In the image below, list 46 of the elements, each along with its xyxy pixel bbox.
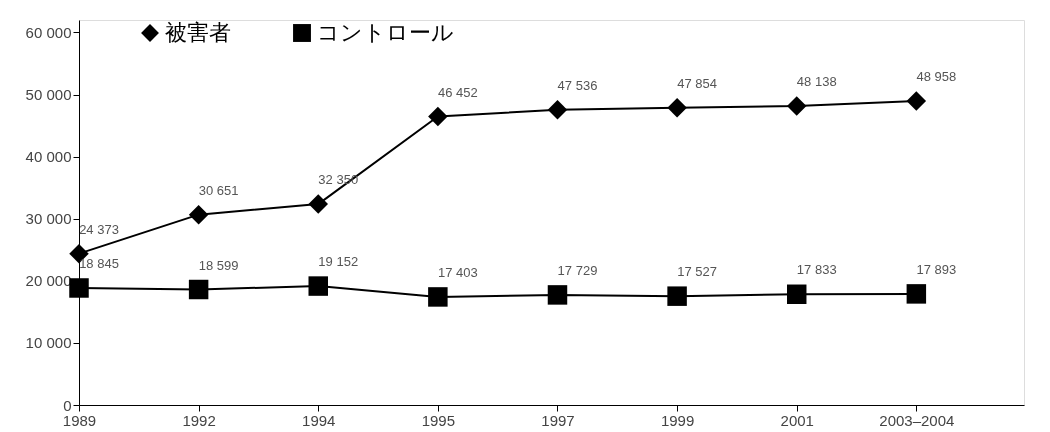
data-label: 24 373	[79, 221, 119, 237]
data-label: 30 651	[198, 182, 239, 198]
x-tick-label: 1994	[302, 411, 336, 429]
point	[188, 279, 209, 300]
y-tick-label: 0	[63, 396, 72, 414]
point	[906, 284, 927, 304]
data-label: 18 845	[79, 255, 119, 271]
data-label: 47 854	[677, 75, 717, 91]
point	[547, 100, 568, 120]
legend-label: 被害者	[165, 20, 231, 45]
data-label: 17 833	[796, 262, 837, 278]
data-label: 17 527	[677, 264, 717, 280]
point	[69, 278, 89, 298]
data-label: 17 729	[557, 262, 598, 278]
data-label: 17 403	[437, 264, 478, 280]
data-label: 47 536	[557, 77, 598, 93]
data-label: 18 599	[198, 257, 239, 273]
legend-label: コントロール	[317, 20, 454, 45]
point	[308, 194, 328, 214]
y-tick-label: 10 000	[25, 334, 72, 352]
point	[667, 98, 687, 118]
point	[667, 286, 687, 306]
x-tick-label: 1999	[660, 411, 695, 429]
x-tick-label: 1992	[182, 411, 216, 429]
point	[428, 106, 448, 127]
point	[428, 287, 448, 307]
x-tick-label: 2001	[780, 411, 814, 429]
point	[188, 204, 209, 225]
data-label: 48 958	[916, 68, 957, 84]
point	[906, 91, 927, 111]
x-tick-label: 1995	[421, 411, 456, 429]
data-label: 17 893	[916, 261, 957, 277]
y-tick-label: 60 000	[25, 23, 72, 41]
x-tick-label: 2003–2004	[879, 411, 955, 429]
y-tick-label: 50 000	[25, 86, 72, 104]
x-tick-label: 1989	[62, 411, 97, 429]
point	[308, 276, 328, 296]
point	[786, 284, 807, 305]
y-tick-label: 40 000	[25, 148, 72, 166]
point	[786, 96, 807, 116]
data-label: 46 452	[437, 84, 478, 100]
point	[547, 285, 568, 305]
data-label: 19 152	[318, 254, 359, 270]
y-tick-label: 30 000	[25, 210, 72, 228]
x-tick-label: 1997	[541, 411, 575, 429]
data-label: 48 138	[796, 74, 837, 90]
